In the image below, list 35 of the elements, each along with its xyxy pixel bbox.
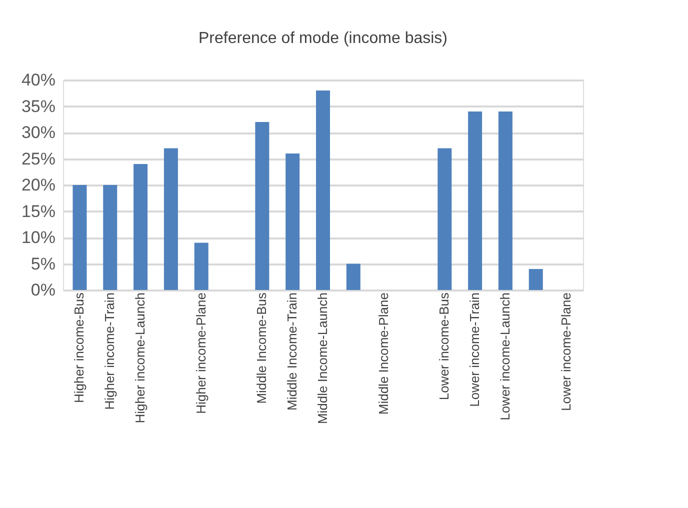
x-tick-label: Middle Income-Plane (376, 292, 391, 415)
bar (194, 242, 208, 290)
bar (498, 112, 512, 290)
y-tick-label: 15% (21, 202, 56, 221)
x-tick-label: Middle Income-Launch (315, 292, 330, 424)
x-tick-label: Higher income-Bus (72, 292, 87, 404)
x-tick-label: Lower income-Plane (558, 292, 574, 412)
x-tick-label: Middle Income-Train (284, 292, 300, 411)
bar (286, 154, 300, 290)
y-tick-label: 20% (21, 176, 56, 194)
bar (528, 269, 543, 290)
y-tick-label: 35% (21, 96, 56, 116)
y-tick-label: 40% (21, 70, 56, 90)
y-tick-label: 10% (21, 228, 56, 247)
x-tick-label: Middle Income-Bus (254, 292, 270, 404)
x-tick-label: Lower income-Train (467, 292, 482, 407)
y-tick-label: 5% (30, 254, 56, 274)
bar (103, 185, 118, 290)
y-tick-label: 0% (30, 280, 56, 300)
bar (468, 112, 482, 290)
bar (438, 148, 452, 290)
bar (255, 122, 270, 290)
bar (72, 185, 87, 290)
bar (346, 264, 360, 290)
bar (134, 164, 148, 290)
y-tick-label: 30% (21, 123, 56, 142)
y-tick-label: 25% (21, 149, 56, 168)
bar (164, 148, 178, 290)
bar (316, 90, 330, 290)
x-tick-label: Higher income-Plane (193, 292, 208, 414)
x-tick-label: Lower income-Launch (497, 292, 512, 420)
chart-title: Preference of mode (income basis) (198, 30, 448, 47)
x-tick-label: Higher income-Train (102, 292, 118, 410)
x-tick-label: Higher income-Launch (132, 292, 148, 424)
x-tick-label: Lower income-Bus (436, 292, 452, 400)
